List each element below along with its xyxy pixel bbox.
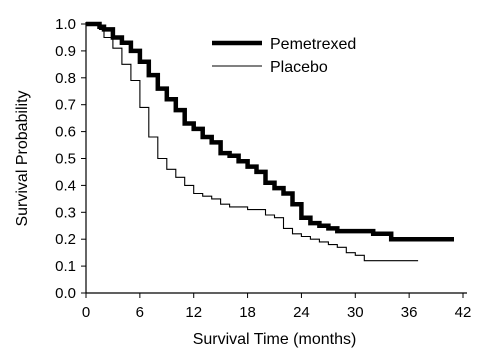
y-tick-label: 0.6 bbox=[55, 124, 76, 141]
legend: Pemetrexed Placebo bbox=[212, 36, 356, 76]
series-line-placebo bbox=[86, 23, 419, 262]
x-tick-label: 12 bbox=[185, 304, 202, 321]
x-tick-label: 18 bbox=[239, 304, 256, 321]
x-tick-label: 24 bbox=[293, 304, 310, 321]
y-tick-label: 0.8 bbox=[55, 70, 76, 87]
x-tick-label: 0 bbox=[82, 304, 90, 321]
y-tick-label: 0.1 bbox=[55, 258, 76, 275]
series-lines bbox=[86, 21, 454, 262]
x-tick-label: 42 bbox=[455, 304, 472, 321]
x-tick-label: 6 bbox=[136, 304, 144, 321]
y-tick-label: 0.3 bbox=[55, 204, 76, 221]
y-tick-label: 0.2 bbox=[55, 231, 76, 248]
x-tick-label: 36 bbox=[401, 304, 418, 321]
y-tick-label: 1.0 bbox=[55, 16, 76, 33]
y-axis-label: Survival Probability bbox=[14, 90, 31, 226]
y-tick-label: 0.4 bbox=[55, 177, 76, 194]
x-axis-label: Survival Time (months) bbox=[193, 331, 357, 348]
y-tick-label: 0.9 bbox=[55, 43, 76, 60]
y-tick-label: 0.5 bbox=[55, 151, 76, 168]
axes: 0.0 0.1 0.2 0.3 0.4 0.5 0.6 0.7 0.8 0.9 1.0 0 6 12 18 2… bbox=[55, 16, 471, 321]
legend-label-placebo: Placebo bbox=[270, 59, 328, 76]
legend-label-pemetrexed: Pemetrexed bbox=[270, 36, 356, 53]
series-line-pemetrexed bbox=[86, 21, 454, 242]
x-tick-label: 30 bbox=[347, 304, 364, 321]
y-tick-label: 0.0 bbox=[55, 285, 76, 302]
y-tick-label: 0.7 bbox=[55, 97, 76, 114]
